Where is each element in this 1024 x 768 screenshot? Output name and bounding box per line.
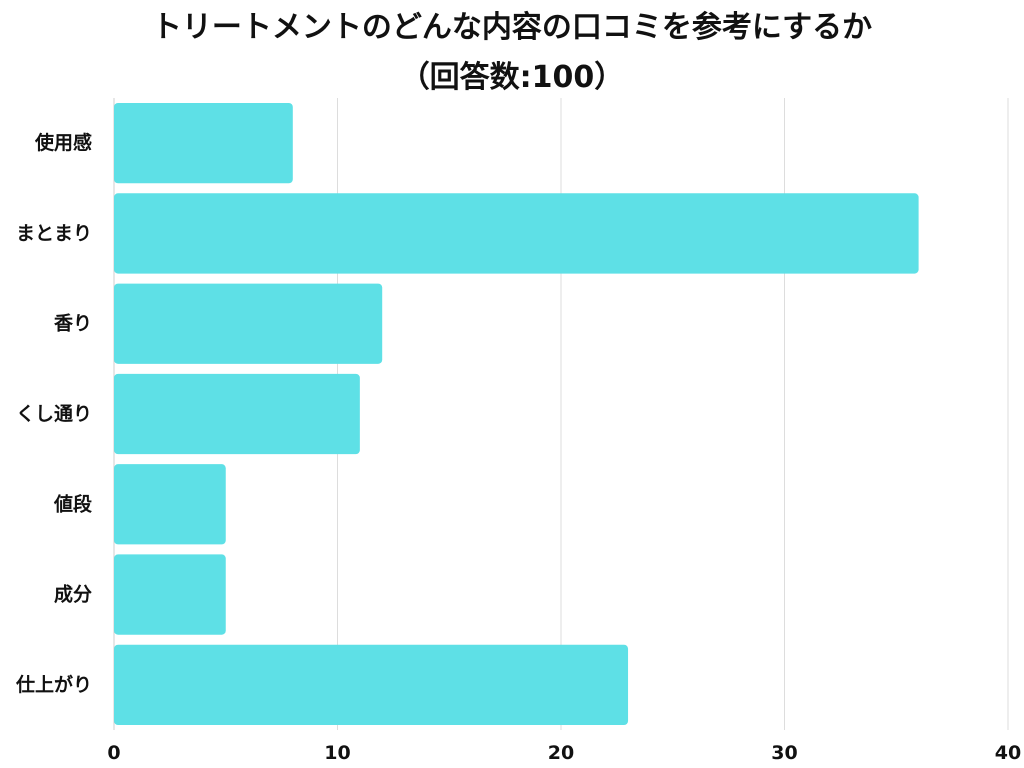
x-tick-labels: 0 10 20 30 40 xyxy=(107,742,1021,764)
x-tick-label: 30 xyxy=(771,742,797,764)
category-label: 仕上がり xyxy=(15,673,92,696)
category-label: 使用感 xyxy=(34,131,92,154)
x-tick-label: 10 xyxy=(324,742,350,764)
bar-3 xyxy=(114,374,360,454)
bars xyxy=(114,103,919,725)
bar-6 xyxy=(114,645,628,725)
bar-4 xyxy=(114,464,226,544)
bar-0 xyxy=(114,103,293,183)
category-label: 香り xyxy=(53,313,92,335)
category-label: 成分 xyxy=(54,583,92,606)
x-tick-label: 40 xyxy=(995,742,1021,764)
bar-5 xyxy=(114,554,226,634)
bar-1 xyxy=(114,193,919,273)
x-tick-label: 0 xyxy=(107,742,120,764)
category-label: くし通り xyxy=(16,403,92,425)
x-tick-label: 20 xyxy=(548,742,574,764)
category-label: 値段 xyxy=(53,492,93,515)
category-label: まとまり xyxy=(16,222,92,244)
bar-2 xyxy=(114,284,382,364)
